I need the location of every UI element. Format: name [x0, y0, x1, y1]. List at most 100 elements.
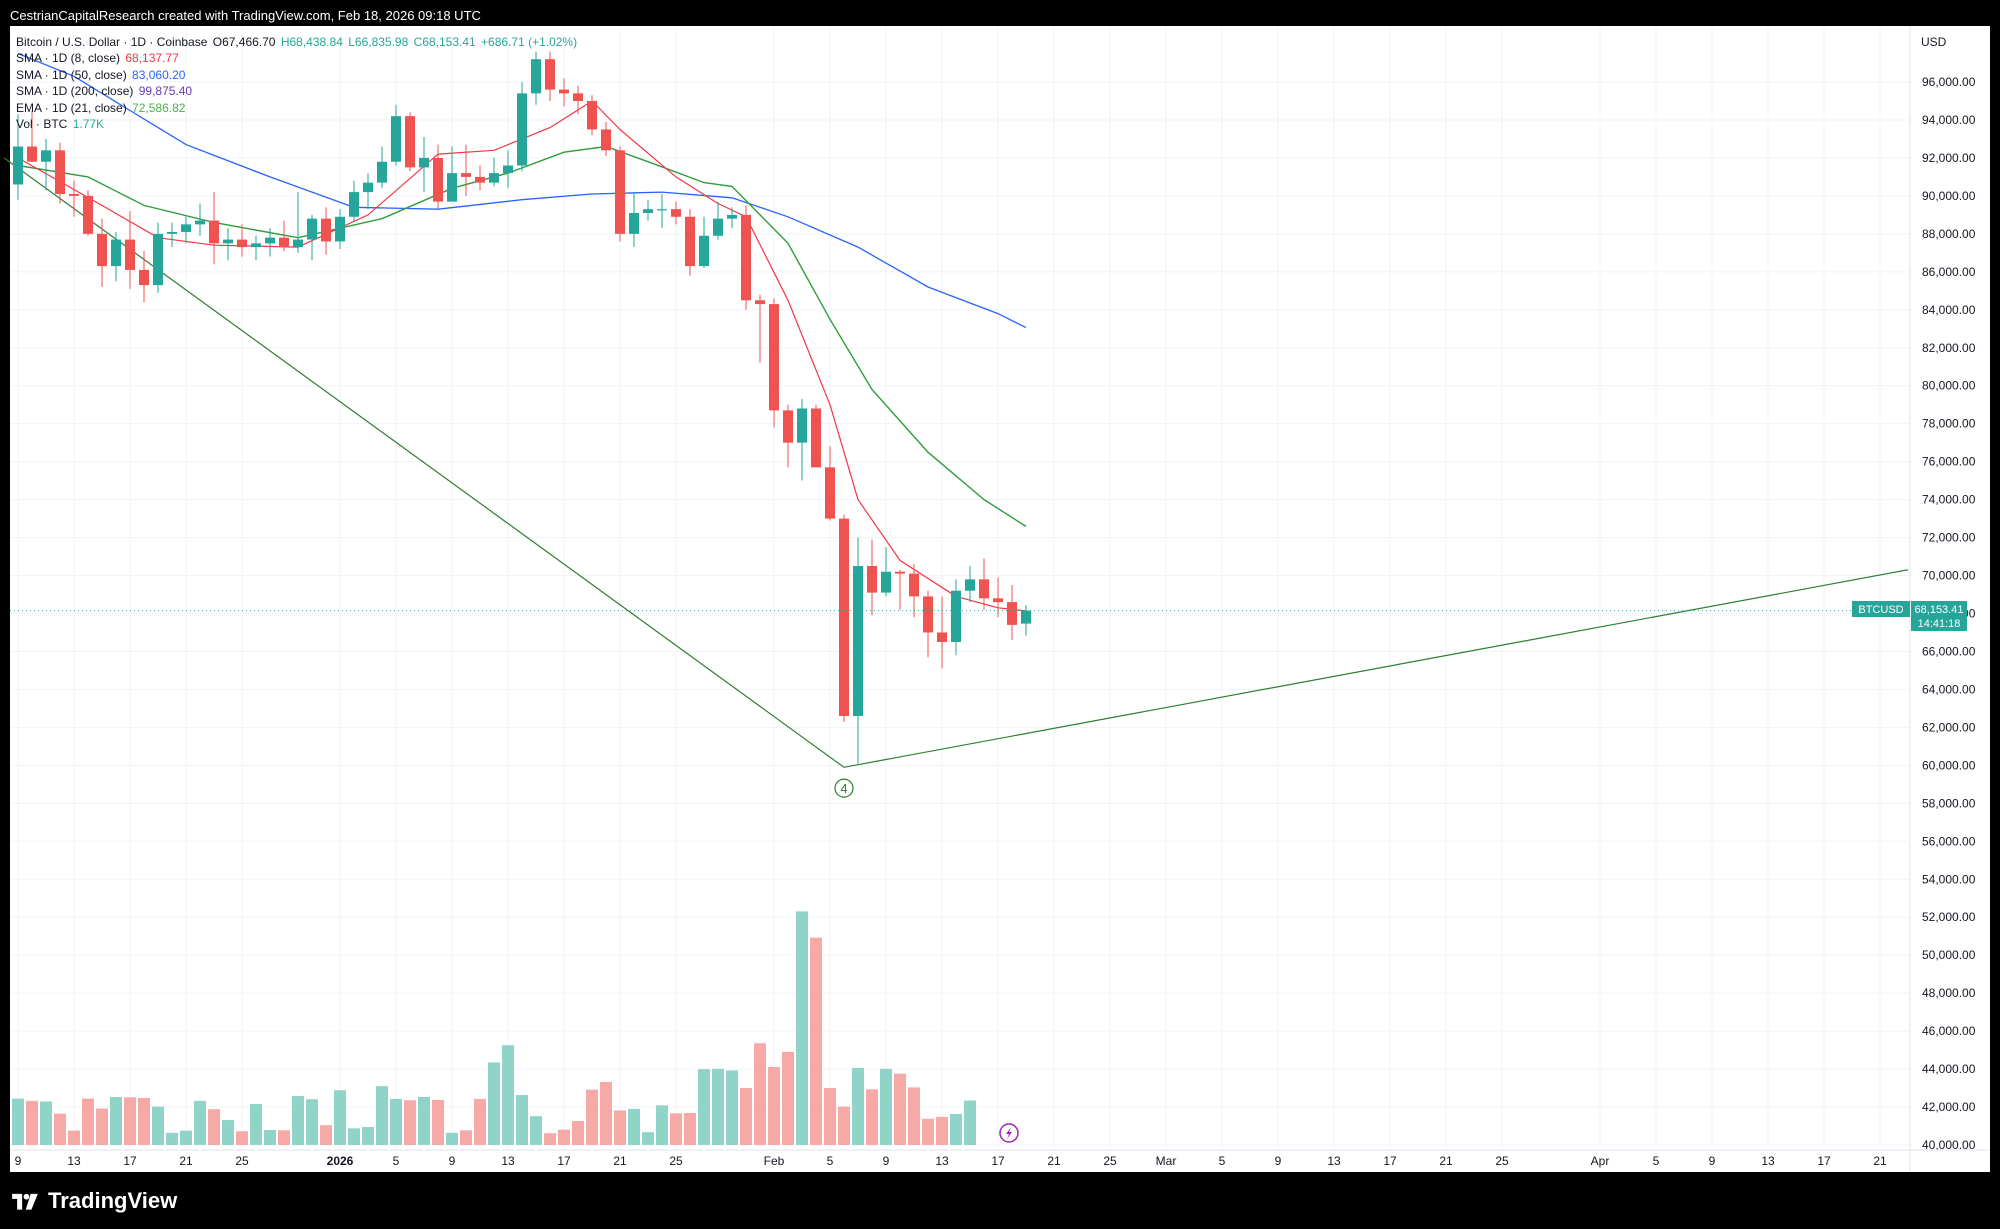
volume-bar [516, 1095, 528, 1145]
time-tick-label: 13 [1327, 1154, 1341, 1168]
volume-bar [502, 1045, 514, 1145]
candle-body [657, 209, 667, 211]
candle-body [181, 224, 191, 232]
symbol-badge: BTCUSD [1858, 604, 1903, 616]
trendline [3, 157, 1909, 768]
time-tick-label: 25 [1495, 1154, 1509, 1168]
bar-countdown: 14:41:18 [1918, 618, 1961, 630]
time-tick-label: 13 [501, 1154, 515, 1168]
volume-bar [138, 1097, 150, 1145]
time-tick-label: Apr [1591, 1154, 1610, 1168]
volume-bar [782, 1051, 794, 1145]
volume-bar [586, 1089, 598, 1145]
time-tick-label: 21 [1439, 1154, 1453, 1168]
candle-body [209, 220, 219, 244]
volume-bar [530, 1116, 542, 1145]
volume-bar [110, 1097, 122, 1145]
price-tick-label: 94,000.00 [1922, 113, 1976, 127]
candle-body [881, 571, 891, 593]
price-tick-label: 78,000.00 [1922, 417, 1976, 431]
candle-body [237, 239, 247, 248]
candle-body [69, 193, 79, 196]
volume-bar [684, 1113, 696, 1145]
candle-body [307, 218, 317, 240]
indicator-row-sma50[interactable]: SMA · 1D (50, close) 83,060.20 [16, 67, 579, 83]
tradingview-logo[interactable]: TradingView [10, 1188, 177, 1214]
candle-body [909, 573, 919, 597]
candle-body [27, 146, 37, 162]
volume-bar [880, 1068, 892, 1145]
time-tick-label: 25 [669, 1154, 683, 1168]
time-axis[interactable]: 9 13 17 21 25 2026 5 9 13 17 21 25 Feb 5 9 13 17 21 25 Mar 5… [10, 1149, 1990, 1168]
volume-bar [292, 1096, 304, 1145]
volume-bar [936, 1116, 948, 1145]
volume-bar [474, 1098, 486, 1145]
candle-body [1007, 602, 1017, 625]
candle-body [727, 214, 737, 219]
wave-circle-icon [834, 778, 854, 798]
candle-body [321, 218, 331, 242]
price-tick-label: 64,000.00 [1922, 682, 1976, 696]
price-badge-bg [1911, 601, 1967, 631]
candle-body [853, 566, 863, 717]
volume-bar [362, 1127, 374, 1145]
ohlc-change: +686.71 (+1.02%) [481, 35, 578, 49]
time-tick-label: 13 [1761, 1154, 1775, 1168]
volume-bar [488, 1062, 500, 1145]
candle-body [125, 239, 135, 270]
volume-bar [166, 1132, 178, 1145]
candle-body [573, 93, 583, 101]
volume-bar [222, 1120, 234, 1145]
candle-body [111, 239, 121, 267]
volume-bar [740, 1088, 752, 1145]
indicator-row-volume[interactable]: Vol · BTC 1.77K [16, 116, 579, 132]
chart-legend: Bitcoin / U.S. Dollar · 1D · Coinbase O6… [16, 34, 579, 132]
time-tick-label: 21 [1873, 1154, 1887, 1168]
time-tick-label: 13 [935, 1154, 949, 1168]
volume-bar [950, 1113, 962, 1145]
lightning-icon[interactable] [999, 1123, 1019, 1143]
candle-body [699, 235, 709, 267]
time-tick-label: 13 [67, 1154, 81, 1168]
candle-body [139, 269, 149, 286]
price-tick-label: 72,000.00 [1922, 531, 1976, 545]
time-tick-label: 17 [1817, 1154, 1831, 1168]
indicator-row-ema21[interactable]: EMA · 1D (21, close) 72,586.82 [16, 100, 579, 116]
candle-body [517, 93, 527, 166]
price-tick-label: 58,000.00 [1922, 796, 1976, 810]
candle-body [531, 59, 541, 94]
candle-body [363, 182, 373, 193]
volume-bar [404, 1100, 416, 1145]
candle-body [867, 566, 877, 593]
candle-body [405, 116, 415, 168]
volume-bar [278, 1130, 290, 1145]
brand-name: TradingView [48, 1188, 178, 1213]
candle-body [615, 150, 625, 234]
volume-bar [194, 1100, 206, 1145]
candle-body [979, 579, 989, 599]
candle-body [391, 116, 401, 162]
symbol-badge-bg [1852, 601, 1910, 617]
volume-bars [12, 911, 976, 1145]
volume-bar [628, 1108, 640, 1145]
time-tick-label: 21 [613, 1154, 627, 1168]
wave-number: 4 [840, 781, 847, 796]
volume-bar [670, 1113, 682, 1145]
indicator-row-sma200[interactable]: SMA · 1D (200, close) 99,875.40 [16, 83, 579, 99]
price-axis[interactable]: USD 96,000.00 94,000.00 92,000.00 90,000.00… [1909, 26, 1976, 1172]
price-tick-label: 42,000.00 [1922, 1100, 1976, 1114]
volume-bar [908, 1087, 920, 1145]
candle-body [923, 596, 933, 633]
candle-body [489, 173, 499, 183]
volume-bar [54, 1113, 66, 1145]
time-tick-label: 9 [883, 1154, 890, 1168]
price-tick-label: 56,000.00 [1922, 834, 1976, 848]
candle-body [965, 579, 975, 591]
ohlc-high: H68,438.84 [280, 35, 343, 49]
candle-body [153, 233, 163, 286]
volume-bar [544, 1133, 556, 1145]
volume-bar [796, 911, 808, 1145]
indicator-row-sma8[interactable]: SMA · 1D (8, close) 68,137.77 [16, 50, 579, 66]
